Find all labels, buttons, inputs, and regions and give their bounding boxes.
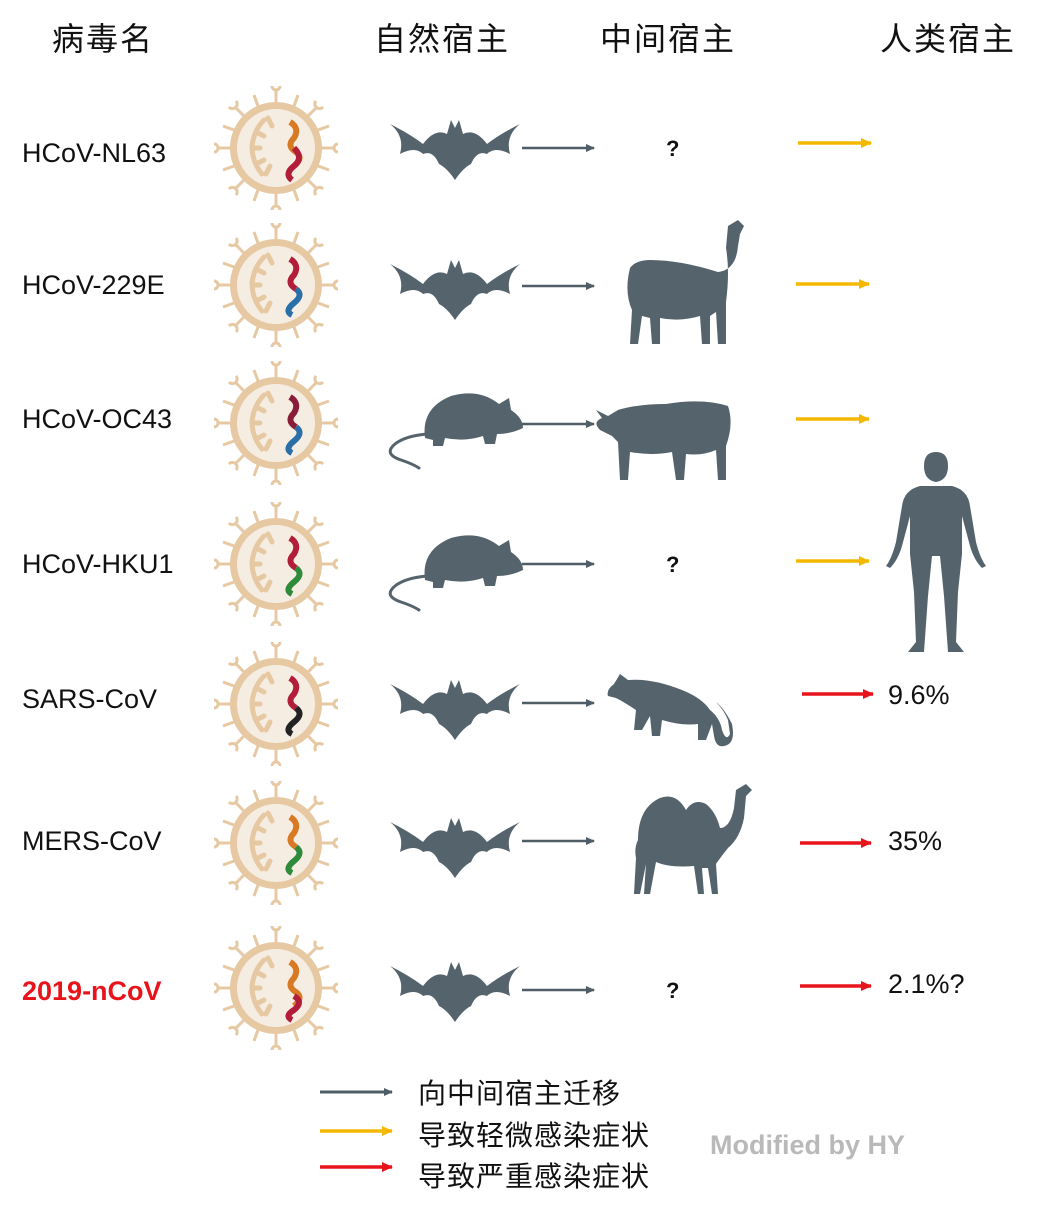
virus-name-oc43: HCoV-OC43 bbox=[22, 404, 173, 434]
virus-particle-hku1 bbox=[214, 502, 338, 626]
virus-particle-229e bbox=[214, 223, 338, 347]
cow-icon bbox=[596, 401, 731, 480]
unknown-intermediate-hku1: ? bbox=[666, 552, 680, 577]
unknown-intermediate-nl63: ? bbox=[666, 136, 680, 161]
virus-particle-oc43 bbox=[214, 361, 338, 485]
alpaca-icon bbox=[627, 220, 744, 344]
header-virus-name: 病毒名 bbox=[52, 20, 155, 58]
legend-label-mild: 导致轻微感染症状 bbox=[418, 1119, 651, 1152]
fatality-mers: 35% bbox=[888, 826, 943, 856]
legend-label-migration: 向中间宿主迁移 bbox=[418, 1077, 622, 1110]
credit-text: Modified by HY bbox=[710, 1130, 905, 1160]
camel-icon bbox=[634, 784, 752, 894]
virus-name-2019-ncov: 2019-nCoV bbox=[22, 976, 162, 1006]
virus-name-229e: HCoV-229E bbox=[22, 270, 165, 300]
bat-icon bbox=[390, 680, 520, 740]
virus-name-mers: MERS-CoV bbox=[22, 826, 162, 856]
bat-icon bbox=[390, 818, 520, 878]
unknown-intermediate-2019-ncov: ? bbox=[666, 978, 680, 1003]
legend-label-severe: 导致严重感染症状 bbox=[418, 1160, 651, 1193]
fatality-2019-ncov: 2.1%? bbox=[888, 969, 965, 999]
civet-icon bbox=[607, 674, 733, 747]
virus-name-sars: SARS-CoV bbox=[22, 684, 158, 714]
header-human-host: 人类宿主 bbox=[880, 20, 1017, 58]
bat-icon bbox=[390, 120, 520, 180]
fatality-sars: 9.6% bbox=[888, 680, 950, 710]
virus-particle-sars bbox=[214, 642, 338, 766]
virus-name-nl63: HCoV-NL63 bbox=[22, 138, 167, 168]
header-intermediate-host: 中间宿主 bbox=[600, 20, 737, 58]
bat-icon bbox=[390, 962, 520, 1022]
rodent-icon bbox=[388, 391, 525, 470]
virus-particle-nl63 bbox=[214, 86, 338, 210]
rodent-icon bbox=[388, 533, 525, 612]
bat-icon bbox=[390, 260, 520, 320]
virus-particle-mers bbox=[214, 781, 338, 905]
header-natural-host: 自然宿主 bbox=[374, 20, 511, 58]
virus-name-hku1: HCoV-HKU1 bbox=[22, 549, 174, 579]
virus-particle-2019-ncov bbox=[214, 926, 338, 1050]
human-icon bbox=[886, 452, 986, 652]
